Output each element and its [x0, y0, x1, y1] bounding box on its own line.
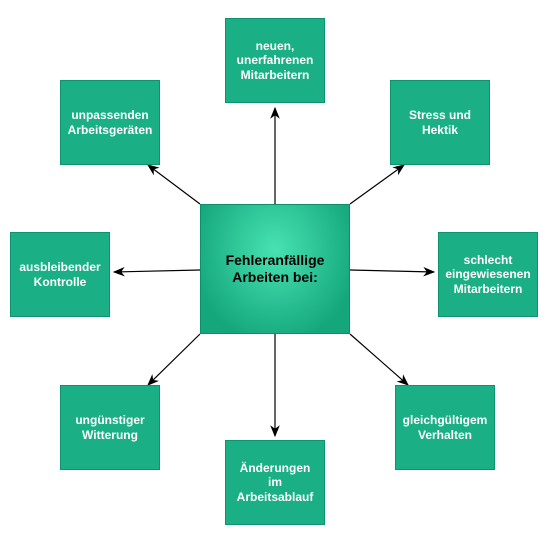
outer-node-7: unpassendenArbeitsgeräten	[60, 80, 160, 165]
edge-7	[148, 165, 200, 204]
edge-1	[350, 165, 404, 204]
edge-6	[114, 270, 200, 272]
outer-node-2: schlechteingewiesenenMitarbeitern	[438, 232, 538, 317]
center-node: FehleranfälligeArbeiten bei:	[200, 204, 350, 334]
outer-node-0: neuen,unerfahrenenMitarbeitern	[225, 18, 325, 103]
outer-node-3: gleichgültigemVerhalten	[395, 385, 495, 470]
outer-node-5: ungünstigerWitterung	[60, 385, 160, 470]
edge-2	[350, 270, 434, 272]
outer-node-4: Änderungen imArbeitsablauf	[225, 440, 325, 525]
edge-5	[148, 334, 200, 385]
edge-3	[350, 334, 408, 385]
outer-node-1: Stress undHektik	[390, 80, 490, 165]
outer-node-6: ausbleibenderKontrolle	[10, 232, 110, 317]
